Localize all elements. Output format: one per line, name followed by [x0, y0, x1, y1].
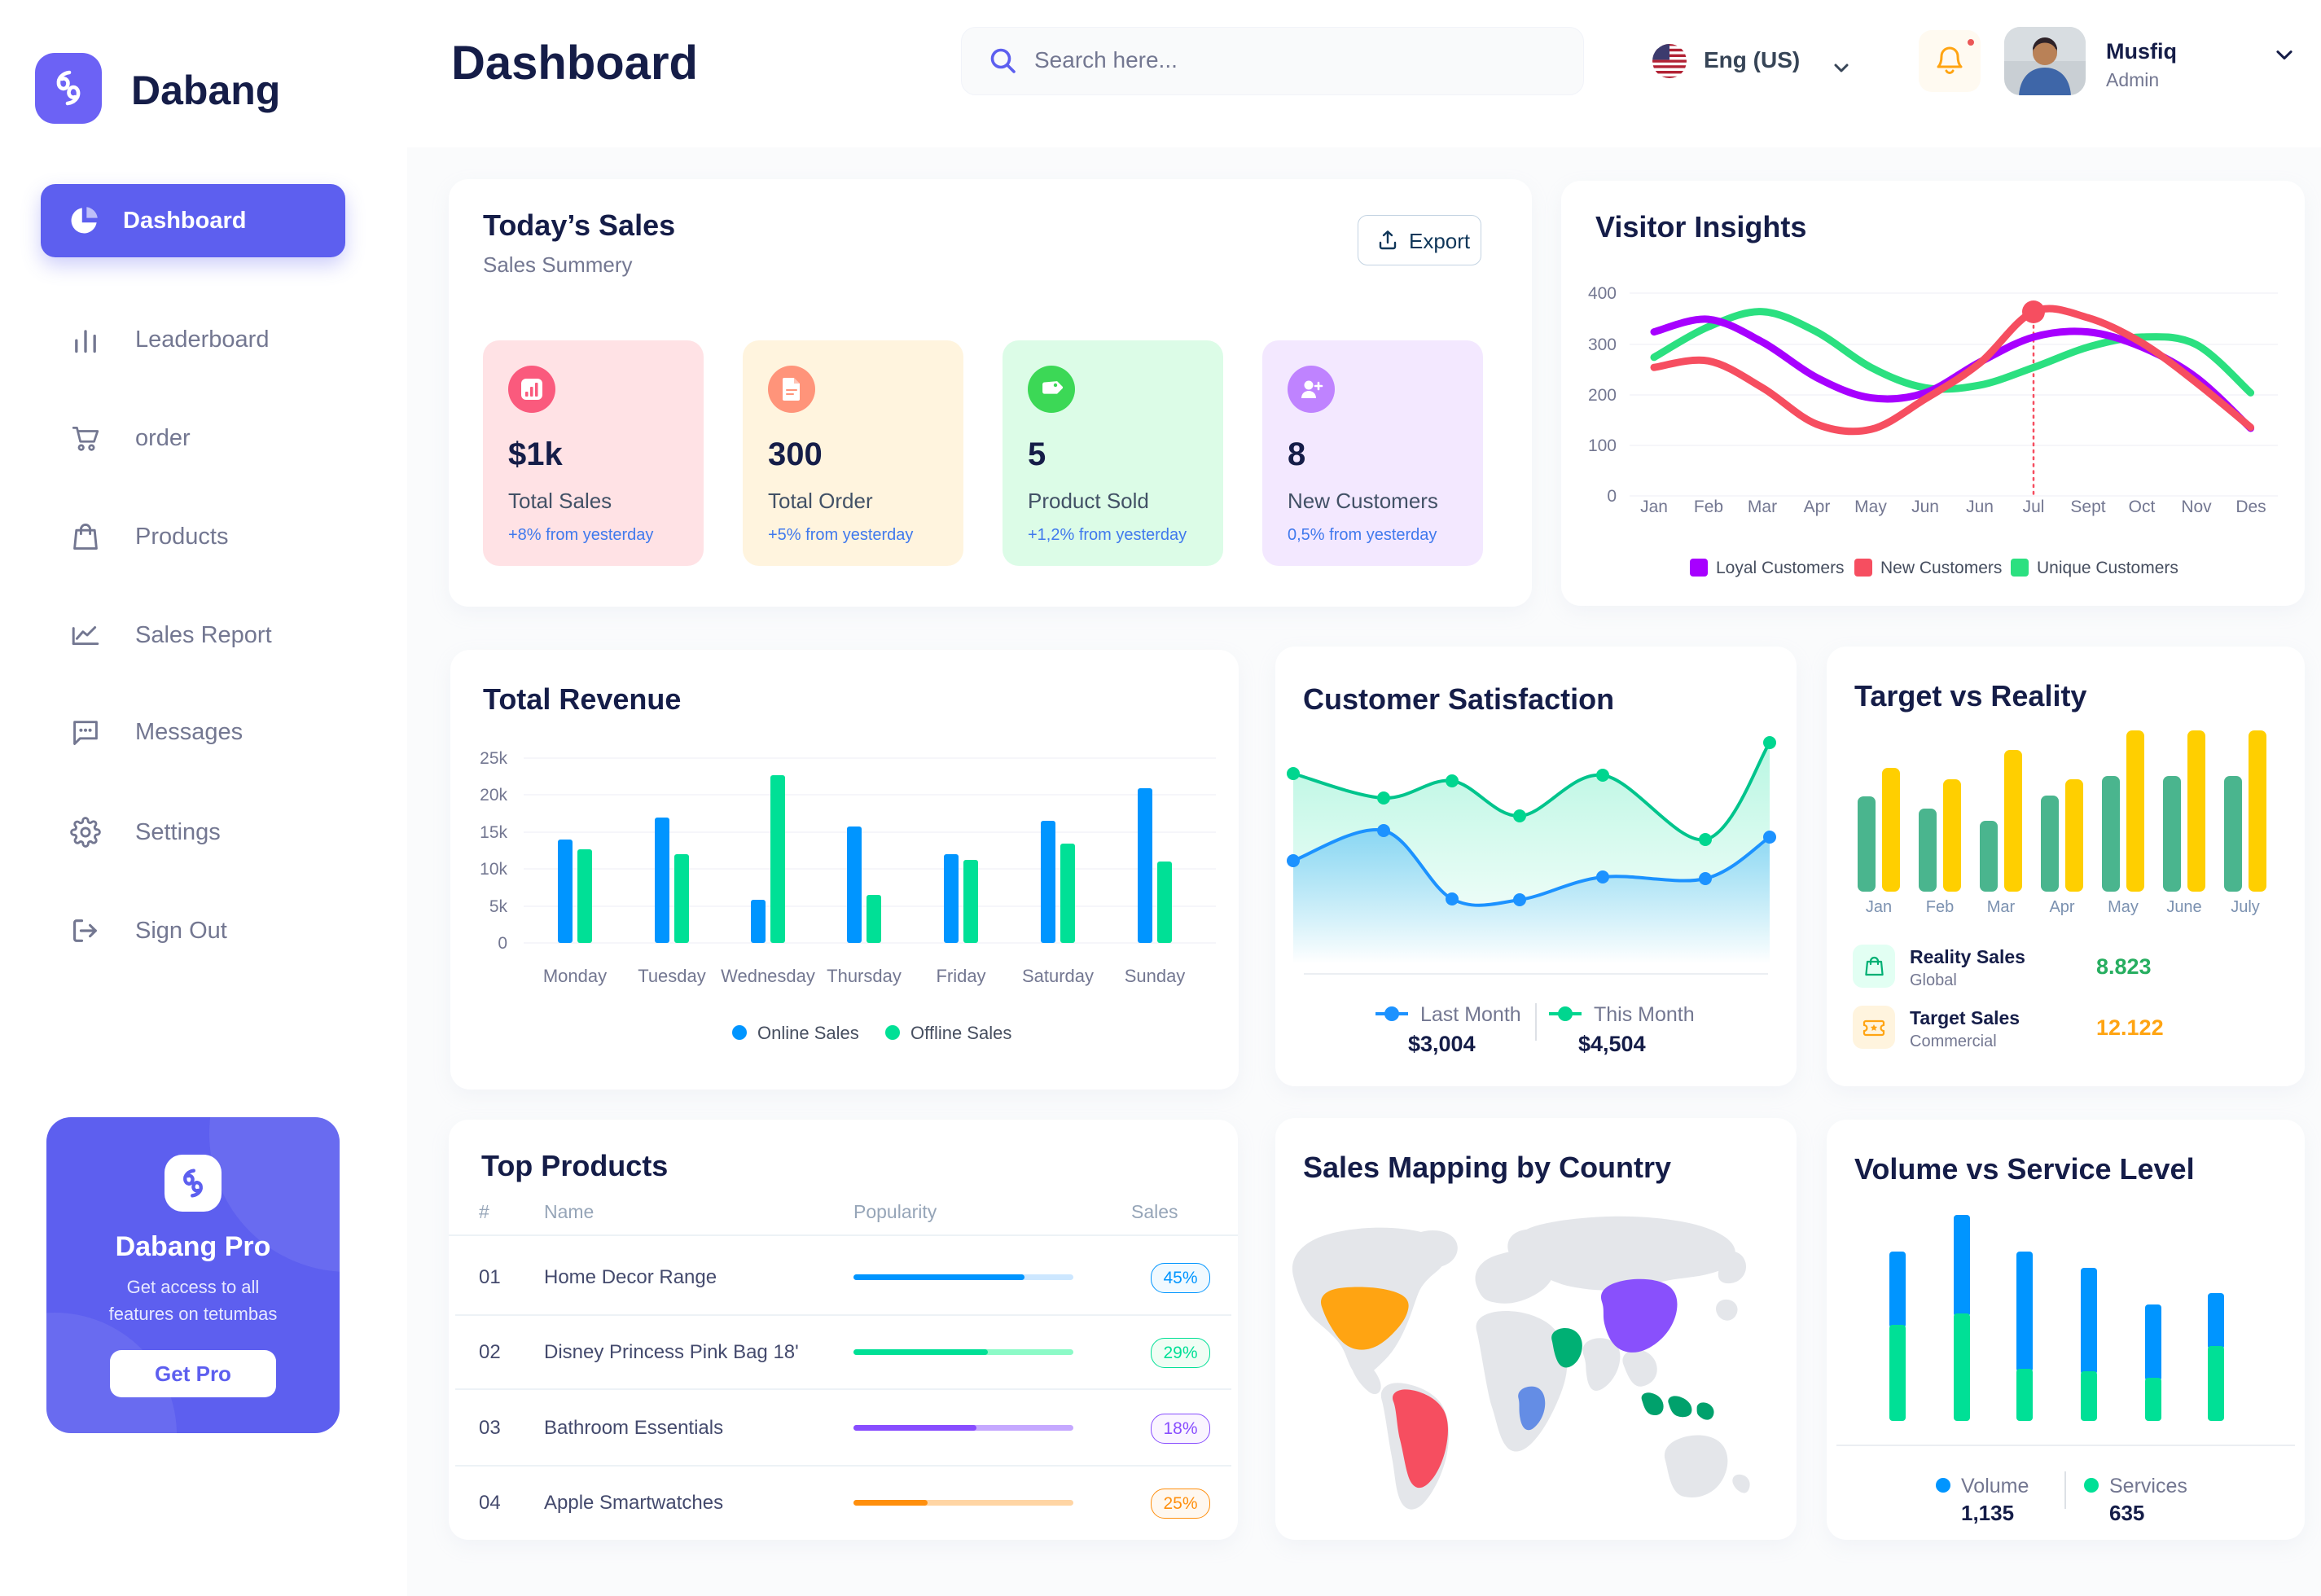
- svg-text:Apr: Apr: [1804, 498, 1831, 516]
- svg-text:15k: 15k: [480, 823, 507, 842]
- svg-text:Offline Sales: Offline Sales: [910, 1023, 1011, 1043]
- svg-text:Thursday: Thursday: [827, 966, 902, 986]
- svg-text:Jul: Jul: [2023, 498, 2045, 516]
- svg-text:10k: 10k: [480, 860, 507, 879]
- svg-text:July: July: [2231, 898, 2260, 916]
- svg-text:New Customers: New Customers: [1880, 559, 2002, 577]
- svg-text:Tuesday: Tuesday: [638, 966, 706, 986]
- svg-text:Des: Des: [2235, 498, 2266, 516]
- svg-text:1,135: 1,135: [1961, 1501, 2014, 1525]
- svg-text:Jan: Jan: [1640, 498, 1668, 516]
- svg-text:Wednesday: Wednesday: [721, 966, 815, 986]
- svg-text:Jun: Jun: [1966, 498, 1994, 516]
- svg-text:300: 300: [1588, 335, 1617, 354]
- svg-text:Nov: Nov: [2181, 498, 2212, 516]
- svg-text:100: 100: [1588, 436, 1617, 455]
- svg-text:Feb: Feb: [1694, 498, 1723, 516]
- svg-text:Mar: Mar: [1987, 898, 2016, 916]
- svg-text:May: May: [1854, 498, 1887, 516]
- svg-text:Jun: Jun: [1911, 498, 1939, 516]
- svg-text:Friday: Friday: [936, 966, 985, 986]
- svg-text:Last Month: Last Month: [1420, 1003, 1521, 1026]
- svg-text:Oct: Oct: [2129, 498, 2156, 516]
- svg-text:Sept: Sept: [2070, 498, 2105, 516]
- svg-text:25k: 25k: [480, 749, 507, 768]
- svg-text:This Month: This Month: [1594, 1003, 1695, 1026]
- svg-text:June: June: [2166, 898, 2201, 916]
- svg-text:Volume: Volume: [1961, 1475, 2029, 1497]
- svg-text:$3,004: $3,004: [1408, 1032, 1476, 1056]
- svg-text:0: 0: [498, 934, 507, 953]
- svg-text:Services: Services: [2109, 1475, 2187, 1497]
- svg-text:20k: 20k: [480, 786, 507, 805]
- svg-text:Saturday: Saturday: [1022, 966, 1094, 986]
- svg-text:0: 0: [1607, 487, 1617, 506]
- svg-text:Feb: Feb: [1926, 898, 1954, 916]
- svg-text:Mar: Mar: [1748, 498, 1777, 516]
- svg-text:Unique Customers: Unique Customers: [2037, 559, 2178, 577]
- svg-text:Apr: Apr: [2049, 898, 2074, 916]
- svg-text:$4,504: $4,504: [1578, 1032, 1646, 1056]
- svg-text:400: 400: [1588, 284, 1617, 303]
- svg-text:200: 200: [1588, 386, 1617, 405]
- svg-text:Online Sales: Online Sales: [757, 1023, 859, 1043]
- svg-text:May: May: [2108, 898, 2139, 916]
- svg-text:5k: 5k: [489, 897, 508, 916]
- svg-text:Loyal Customers: Loyal Customers: [1716, 559, 1845, 577]
- svg-text:635: 635: [2109, 1501, 2144, 1525]
- svg-text:Sunday: Sunday: [1125, 966, 1186, 986]
- svg-text:Jan: Jan: [1866, 898, 1892, 916]
- svg-text:Monday: Monday: [543, 966, 607, 986]
